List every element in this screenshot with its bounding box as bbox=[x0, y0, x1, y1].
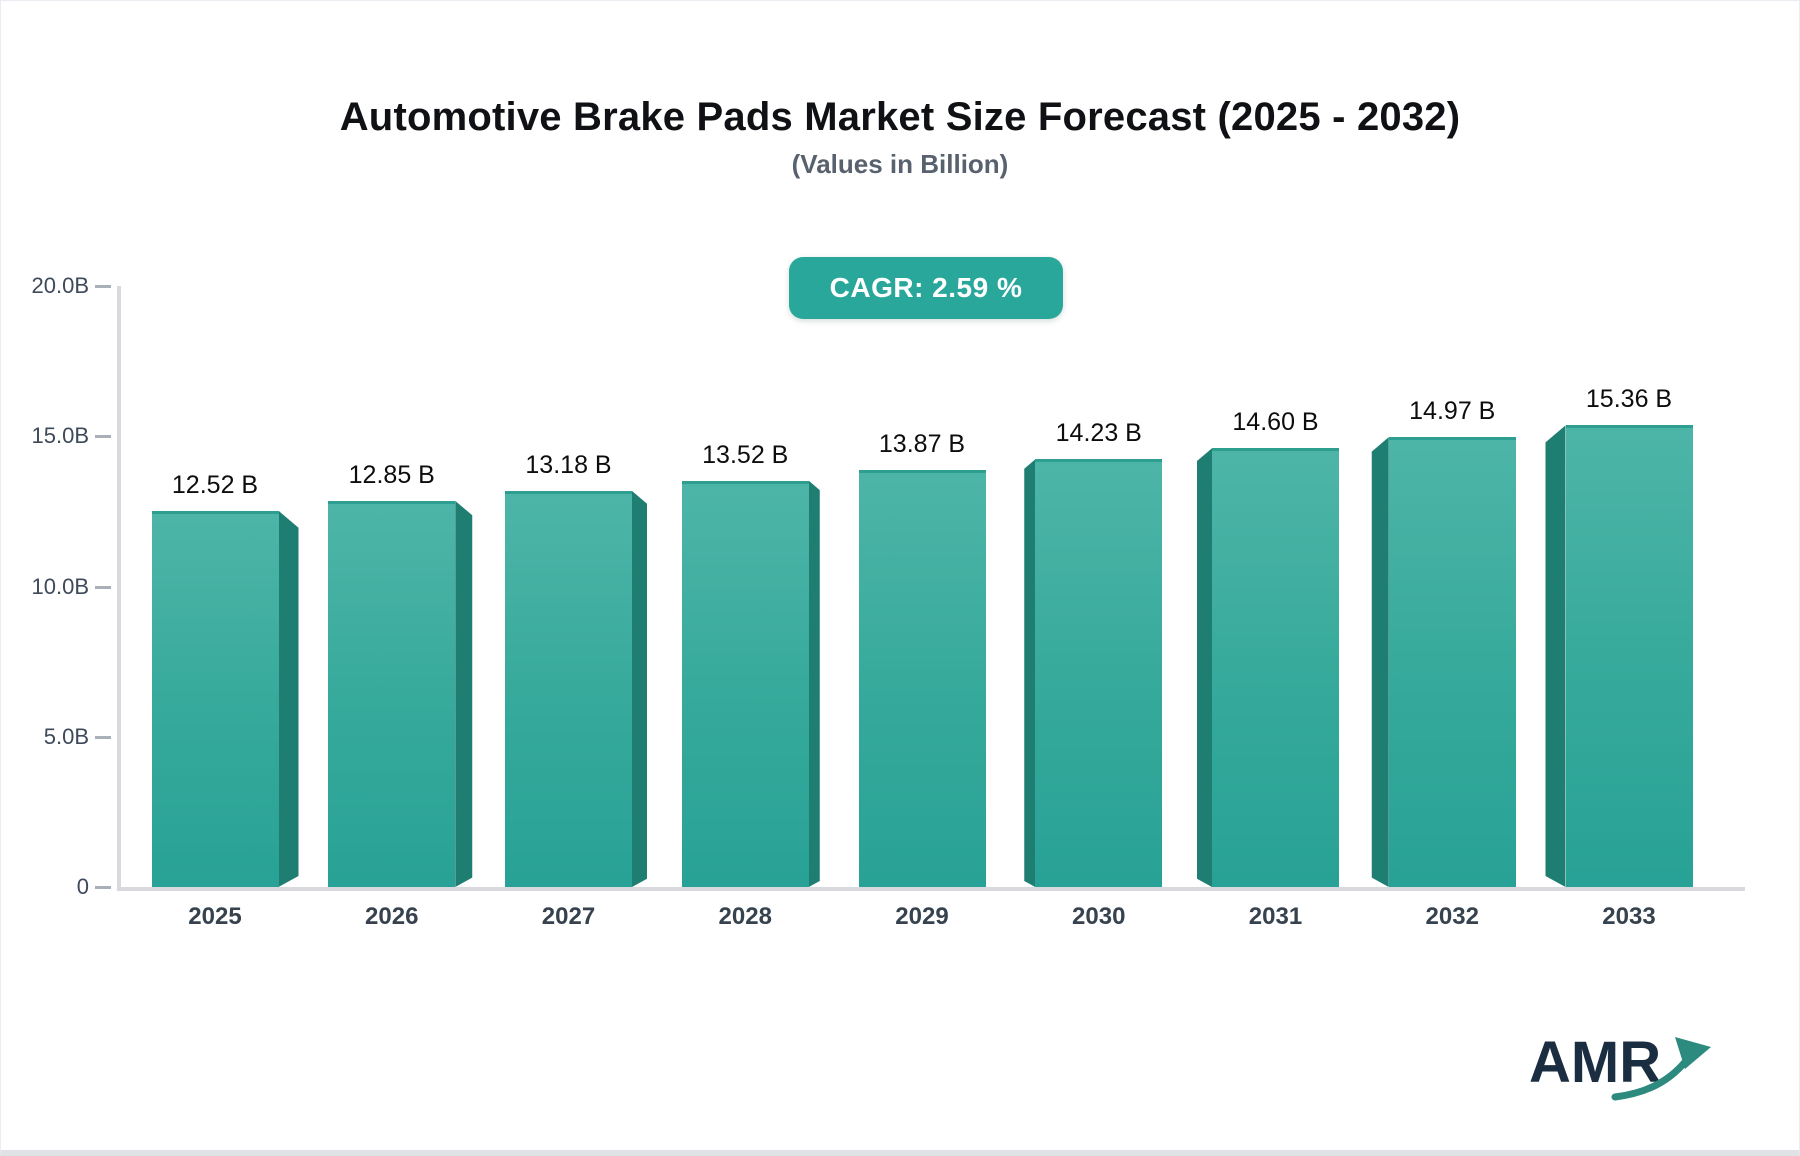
x-tick-label-2027: 2027 bbox=[541, 903, 596, 930]
y-tick-label: 5.0B bbox=[43, 723, 89, 749]
x-tick-label-2025: 2025 bbox=[188, 903, 242, 930]
amr-logo-text: AMR bbox=[1529, 1030, 1662, 1095]
x-tick-label-2032: 2032 bbox=[1425, 903, 1479, 930]
x-tick-label-2026: 2026 bbox=[365, 903, 419, 930]
bar-value-label: 13.87 B bbox=[878, 430, 966, 459]
y-tick-label: 10.0B bbox=[31, 573, 90, 599]
bar-value-label: 14.97 B bbox=[1409, 397, 1496, 426]
chart-subtitle: (Values in Billion) bbox=[791, 149, 1009, 179]
x-tick-label-2029: 2029 bbox=[895, 903, 949, 930]
bar-value-label: 12.85 B bbox=[348, 460, 435, 489]
cagr-badge: CAGR: 2.59 % bbox=[789, 257, 1063, 319]
bar-value-label: 14.60 B bbox=[1232, 408, 1319, 437]
bar-side-face bbox=[1024, 459, 1036, 887]
chart-title: Automotive Brake Pads Market Size Foreca… bbox=[339, 95, 1461, 139]
bar-2033[interactable] bbox=[1565, 425, 1693, 887]
bar-value-label: 13.52 B bbox=[702, 440, 789, 469]
bar-value-label: 14.23 B bbox=[1055, 419, 1142, 448]
y-tick-dash bbox=[95, 735, 111, 739]
bar-side-face bbox=[278, 510, 299, 887]
bar-side-face bbox=[808, 480, 820, 887]
bar-side-face bbox=[632, 490, 647, 887]
bar-value-label: 13.18 B bbox=[525, 450, 612, 479]
y-tick-dash bbox=[95, 585, 111, 589]
bar-side-face bbox=[1545, 425, 1566, 887]
x-tick-label-2033: 2033 bbox=[1602, 903, 1656, 930]
x-tick-label-2028: 2028 bbox=[718, 903, 772, 930]
bar-value-label: 15.36 B bbox=[1585, 385, 1673, 414]
y-tick-label: 0 bbox=[76, 874, 89, 899]
x-tick-label-2031: 2031 bbox=[1248, 903, 1303, 930]
growth-arrow-icon bbox=[1611, 1037, 1711, 1101]
bar-side-face bbox=[1197, 448, 1212, 887]
y-tick-dash bbox=[95, 285, 111, 288]
y-tick-dash bbox=[95, 886, 111, 889]
bar-value-label: 12.52 B bbox=[171, 470, 259, 499]
y-axis-line bbox=[117, 286, 121, 891]
bar-2031[interactable] bbox=[1212, 448, 1339, 887]
amr-logo: AMR bbox=[1529, 1033, 1729, 1113]
bar-side-face bbox=[455, 500, 473, 887]
bar-side-face bbox=[1371, 437, 1389, 887]
bar-2032[interactable] bbox=[1388, 437, 1516, 887]
y-tick-label: 15.0B bbox=[31, 423, 90, 449]
y-tick-dash bbox=[95, 435, 111, 439]
x-tick-label-2030: 2030 bbox=[1072, 903, 1126, 930]
bar-2026[interactable] bbox=[328, 500, 456, 887]
bar-2028[interactable] bbox=[681, 480, 809, 887]
bar-2029[interactable] bbox=[858, 470, 986, 887]
x-axis-line bbox=[117, 887, 1745, 891]
bar-2030[interactable] bbox=[1035, 459, 1163, 887]
bar-2025[interactable] bbox=[151, 510, 279, 887]
y-tick-label: 20.0B bbox=[31, 273, 90, 298]
bar-2027[interactable] bbox=[505, 490, 632, 887]
